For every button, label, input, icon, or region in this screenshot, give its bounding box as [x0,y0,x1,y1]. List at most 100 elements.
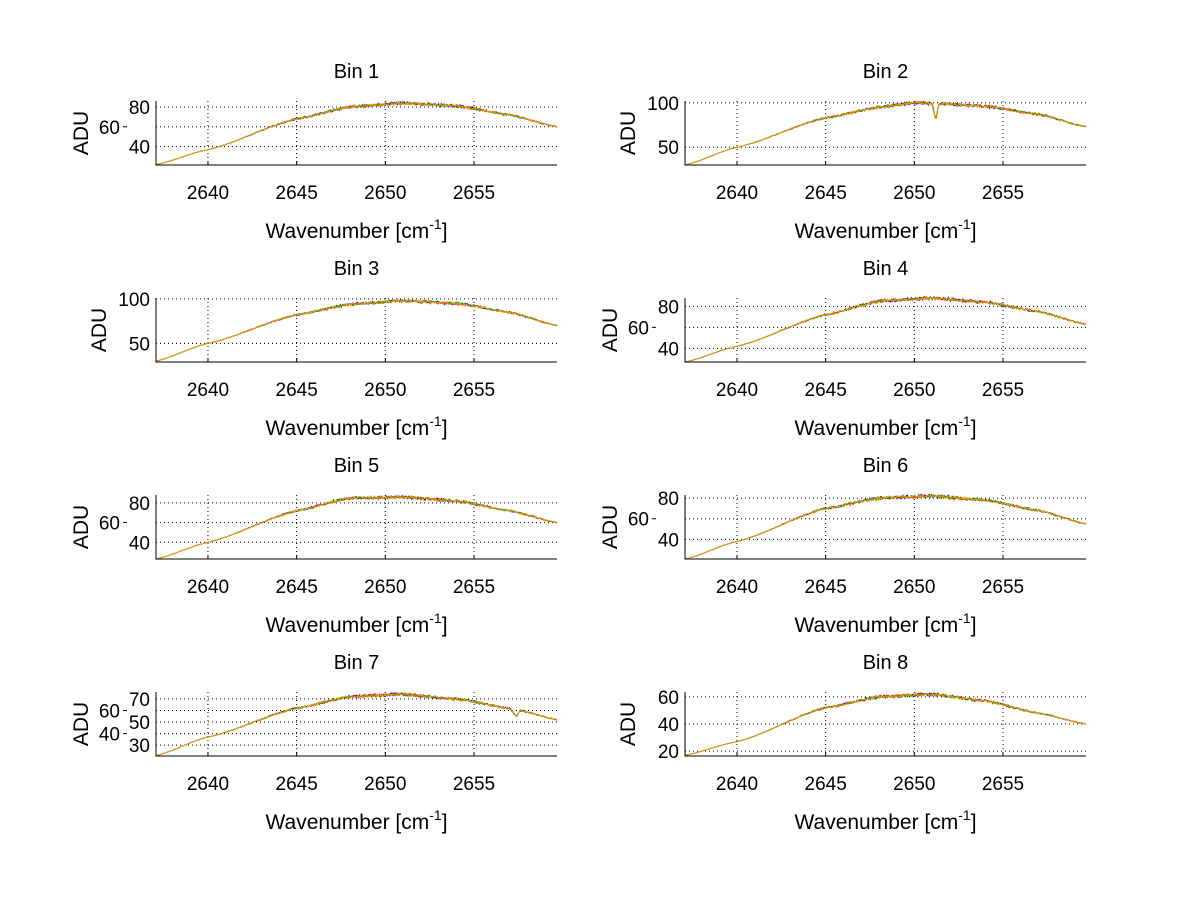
y-tick-label: 40 [129,533,150,554]
x-axis-label-superscript: -1 [429,610,442,626]
series-line-3 [684,101,1087,166]
x-tick-label: 2650 [893,183,935,204]
subplot-title: Bin 6 [863,455,909,477]
y-tick-label: 80 [658,297,679,318]
series-line-3 [155,494,558,560]
y-tick-label: 40 [129,138,150,159]
x-axis-label: Wavenumber [cm-1] [265,807,447,834]
x-axis-label: Wavenumber [cm-1] [265,413,447,440]
series-line-3 [684,493,1087,560]
x-tick-label: 2655 [982,380,1024,401]
x-tick-label: 2645 [805,183,847,204]
x-axis-label-main: Wavenumber [cm [265,220,429,243]
series-line-1 [155,692,558,756]
x-tick-label: 2650 [364,183,406,204]
y-tick-label: 40 [99,725,120,746]
x-axis-label-main: Wavenumber [cm [265,614,429,637]
x-tick-label: 2655 [982,774,1024,795]
x-tick-label: 2640 [187,183,229,204]
x-axis-label-superscript: -1 [429,413,442,429]
y-tick-label: 50 [129,713,150,734]
axes-frame [684,298,1086,363]
y-tick-label: 60 [99,514,120,535]
x-tick-label: 2655 [453,774,495,795]
series-line-1 [155,101,558,165]
series-line-1 [684,494,1087,560]
y-axis-label: ADU [70,111,93,155]
series-line-4 [684,295,1086,363]
x-axis-label-superscript: -1 [958,807,971,823]
axes-frame [155,101,557,166]
series-line-3 [155,100,558,165]
series-line-2 [155,299,558,362]
series-line-4 [155,495,558,560]
series-line-4 [155,691,558,756]
x-axis-label-end: ] [442,614,448,637]
x-tick-label: 2655 [453,380,495,401]
series-line-1 [155,298,557,362]
x-axis-label: Wavenumber [cm-1] [794,216,976,243]
subplot-bin-6: 2640 2645 2650 2655 40 60 80 Bin 6 ADU Wavenumber… [599,455,1087,637]
x-axis-label-end: ] [442,220,448,243]
subplot-title: Bin 1 [334,61,380,83]
subplot-title: Bin 5 [334,455,380,477]
x-axis-label-superscript: -1 [958,216,971,232]
y-tick-label: 60 [99,701,120,722]
x-tick-label: 2645 [805,577,847,598]
y-tick-label: 70 [129,690,150,711]
y-tick-label: 20 [658,742,679,763]
x-axis-label: Wavenumber [cm-1] [794,413,976,440]
x-tick-label: 2655 [982,577,1024,598]
y-axis-label: ADU [599,505,622,549]
series-line-4 [684,493,1087,560]
x-axis-label-main: Wavenumber [cm [265,811,429,834]
axes-frame [155,495,557,560]
axes-frame [684,101,1086,166]
x-tick-label: 2650 [893,380,935,401]
y-tick-label: 40 [658,339,679,360]
subplot-bin-5: 2640 2645 2650 2655 40 60 80 Bin 5 ADU Wavenumber… [70,455,558,637]
x-tick-label: 2650 [364,577,406,598]
y-axis-label: ADU [599,308,622,352]
x-axis-label-end: ] [442,811,448,834]
y-tick-label: 50 [658,138,679,159]
x-axis-label-end: ] [971,614,977,637]
x-axis-label-end: ] [442,417,448,440]
y-tick-label: 80 [129,494,150,515]
series-line-3 [155,692,558,756]
x-axis-label-superscript: -1 [429,807,442,823]
x-tick-label: 2645 [276,774,318,795]
y-tick-label: 100 [647,94,679,115]
x-axis-label-superscript: -1 [958,413,971,429]
x-axis-label-main: Wavenumber [cm [794,614,958,637]
x-tick-label: 2645 [276,380,318,401]
subplot-title: Bin 8 [863,652,909,674]
x-axis-label: Wavenumber [cm-1] [265,216,447,243]
y-tick-label: 60 [658,688,679,709]
subplot-title: Bin 3 [334,258,380,280]
y-tick-label: 60 [628,318,649,339]
series-line-4 [684,692,1087,756]
x-tick-label: 2650 [893,774,935,795]
x-tick-label: 2640 [716,183,758,204]
subplot-title: Bin 2 [863,61,909,83]
y-tick-label: 30 [129,736,150,757]
series-line-2 [155,691,558,756]
axes-frame [684,692,1086,757]
series-line-4 [684,101,1087,166]
subplot-bin-4: 2640 2645 2650 2655 40 60 80 Bin 4 ADU Wavenumber… [599,258,1087,440]
subplot-title: Bin 7 [334,652,380,674]
y-axis-label: ADU [88,308,111,352]
axes-frame [155,298,557,363]
x-axis-label-main: Wavenumber [cm [794,417,958,440]
x-tick-label: 2640 [716,380,758,401]
x-tick-label: 2650 [364,380,406,401]
series-line-2 [155,494,558,560]
x-axis-label-superscript: -1 [958,610,971,626]
x-axis-label: Wavenumber [cm-1] [794,610,976,637]
series-line-2 [684,100,1087,166]
y-tick-label: 60 [99,118,120,139]
series-line-4 [155,298,558,362]
y-tick-label: 40 [658,715,679,736]
